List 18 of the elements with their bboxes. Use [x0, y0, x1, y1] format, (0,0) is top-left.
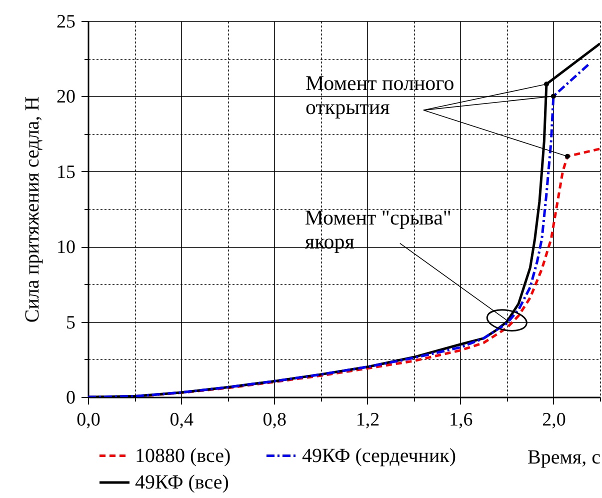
y-axis-title: Сила притяжения седла, Н: [22, 96, 44, 323]
y-tick-label: 25: [56, 12, 76, 32]
y-tick-label: 5: [66, 312, 76, 334]
y-tick-label: 20: [56, 86, 76, 108]
legend-label: 49КФ (сердечник): [302, 444, 456, 467]
legend-label: 49КФ (все): [135, 472, 229, 494]
y-tick-label: 10: [56, 237, 76, 258]
y-tick-label: 0: [66, 388, 76, 408]
x-tick-label: 0,8: [262, 410, 287, 430]
x-tick-label: 1,2: [356, 410, 380, 430]
x-tick-label: 0,0: [76, 410, 100, 430]
point: [544, 82, 549, 87]
x-axis-title: Время, с: [528, 446, 601, 468]
x-tick-label: 1,6: [448, 410, 473, 430]
x-tick-label: 0,4: [170, 410, 194, 430]
y-tick-label: 15: [56, 162, 76, 183]
legend-label: 10880 (все): [135, 444, 231, 467]
x-tick-label: 2,0: [542, 410, 566, 430]
